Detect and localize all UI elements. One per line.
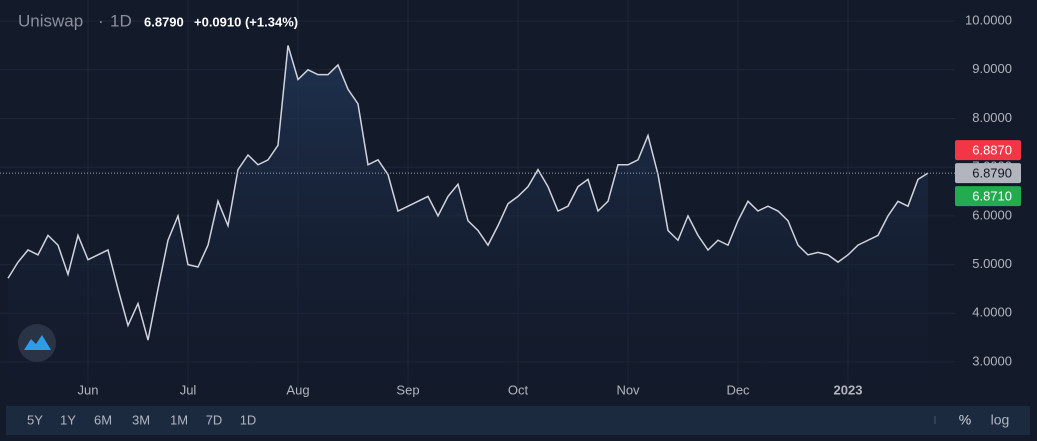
price-marker-label: 6.8790 (972, 166, 1012, 181)
x-tick-label: Nov (616, 382, 640, 397)
price-marker-label: 6.8870 (972, 143, 1012, 158)
price-marker (955, 163, 1021, 184)
y-tick-label: 4.0000 (972, 305, 1012, 320)
y-tick-label: 5.0000 (972, 256, 1012, 271)
log-toggle[interactable]: log (991, 412, 1010, 428)
range-button[interactable]: 7D (206, 412, 223, 427)
range-button[interactable]: 1Y (60, 412, 76, 427)
price-line (7, 45, 929, 341)
symbol: Uniswap (18, 11, 83, 30)
range-button[interactable]: 5Y (27, 412, 43, 427)
range-button[interactable]: 1M (170, 412, 188, 427)
range-button[interactable]: 1D (240, 412, 257, 427)
logo-mark[interactable] (24, 335, 51, 350)
x-tick-label: Sep (396, 382, 419, 397)
separator: · (98, 11, 104, 30)
interval: 1D (110, 11, 132, 30)
x-tick-label: Jun (78, 382, 99, 397)
y-tick-label: 8.0000 (972, 110, 1012, 125)
toolbar (6, 406, 1030, 435)
x-tick-label: Jul (180, 382, 197, 397)
range-button[interactable]: 3M (132, 412, 150, 427)
price-marker-label: 6.8710 (972, 189, 1012, 204)
x-tick-label: Aug (286, 382, 309, 397)
x-tick-label: Oct (508, 382, 529, 397)
y-tick-label: 10.0000 (965, 13, 1012, 28)
x-tick-label: 2023 (834, 382, 863, 397)
range-button[interactable]: 6M (94, 412, 112, 427)
logo[interactable] (18, 324, 56, 362)
x-tick-label: Dec (726, 382, 750, 397)
area (8, 45, 928, 400)
percent-toggle[interactable]: % (959, 412, 971, 428)
price-marker (955, 140, 1021, 161)
y-tick-label: 9.0000 (972, 61, 1012, 76)
y-tick-label: 6.0000 (972, 207, 1012, 222)
price-change: +0.0910 (+1.34%) (194, 14, 298, 29)
y-tick-label: 3.0000 (972, 353, 1012, 368)
last-price: 6.8790 (144, 14, 184, 29)
price-marker (955, 186, 1021, 207)
